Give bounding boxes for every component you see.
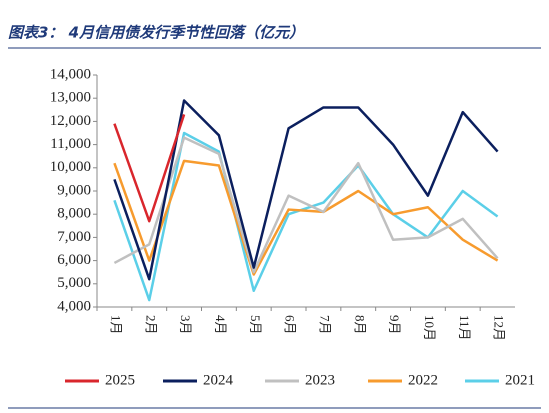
- legend-label: 2021: [505, 372, 535, 388]
- x-tick-label: 2月: [143, 315, 158, 335]
- y-tick-label: 11,000: [50, 136, 91, 152]
- y-tick-label: 5,000: [57, 275, 91, 291]
- y-tick-label: 9,000: [57, 182, 91, 198]
- series-line: [113, 159, 499, 276]
- x-tick-label: 3月: [178, 315, 193, 335]
- y-tick-label: 14,000: [50, 66, 91, 82]
- x-tick-label: 1月: [108, 315, 123, 335]
- series-line: [113, 131, 499, 302]
- x-tick-label: 10月: [422, 315, 437, 341]
- x-tick-label: 6月: [283, 315, 298, 335]
- legend-label: 2025: [105, 372, 135, 388]
- x-tick-label: 8月: [352, 315, 367, 335]
- y-tick-label: 7,000: [57, 229, 91, 245]
- y-tick-label: 6,000: [57, 252, 91, 268]
- x-tick-label: 7月: [317, 315, 332, 335]
- series-line: [113, 114, 186, 223]
- x-tick-label: 12月: [492, 315, 507, 341]
- x-tick-label: 11月: [457, 315, 472, 341]
- y-tick-label: 12,000: [50, 113, 91, 129]
- x-tick-label: 5月: [248, 315, 263, 335]
- legend-label: 2023: [305, 372, 335, 388]
- legend-label: 2022: [408, 372, 438, 388]
- y-tick-label: 13,000: [50, 90, 91, 106]
- legend-label: 2024: [203, 372, 234, 388]
- x-tick-label: 4月: [213, 315, 228, 335]
- y-tick-label: 8,000: [57, 206, 91, 222]
- chart-title: 图表3： 4月信用债发行季节性回落（亿元）: [8, 24, 304, 42]
- y-tick-label: 4,000: [57, 298, 91, 314]
- y-tick-label: 10,000: [50, 159, 91, 175]
- x-tick-label: 9月: [387, 315, 402, 335]
- series-line: [113, 136, 499, 274]
